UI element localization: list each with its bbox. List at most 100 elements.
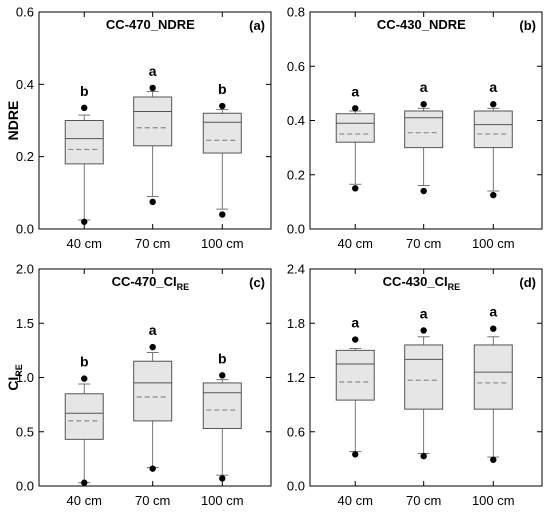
iqr-box xyxy=(404,110,444,149)
iqr-box xyxy=(202,382,242,429)
outlier-point xyxy=(81,104,88,112)
iqr-box xyxy=(202,112,242,154)
box-70-cm: a xyxy=(404,79,444,195)
x-tick-label: 70 cm xyxy=(406,493,441,508)
outlier-point xyxy=(149,84,156,92)
significance-letter: a xyxy=(351,315,359,331)
y-axis-label-subscript: RE xyxy=(14,364,24,377)
x-tick-label: 100 cm xyxy=(472,236,515,251)
significance-letter: b xyxy=(80,354,89,370)
panel-a: 0.0 0.2 0.4 0.6 b 40 cm a 70 cm b 100 cm CC-470_ND… xyxy=(5,5,272,251)
panel-title-text: CC-430_CI xyxy=(383,274,448,289)
box-100-cm: a xyxy=(473,79,513,199)
outlier-point xyxy=(219,372,226,379)
y-tick-label: 0.0 xyxy=(287,222,305,237)
panel-title-subscript: RE xyxy=(177,282,190,292)
panel-letter: (a) xyxy=(249,18,265,33)
significance-letter: a xyxy=(420,305,428,321)
significance-letter: b xyxy=(80,83,89,99)
box-100-cm: a xyxy=(473,304,513,463)
plot-frame xyxy=(38,11,272,230)
outlier-point xyxy=(81,218,88,225)
y-tick-label: 0.0 xyxy=(16,479,34,494)
significance-letter: b xyxy=(218,350,227,366)
significance-letter: a xyxy=(489,79,497,95)
x-tick-label: 70 cm xyxy=(406,236,441,251)
panel-title: CC-430_CIRE xyxy=(383,274,461,292)
outlier-point xyxy=(219,102,226,110)
box-100-cm: b xyxy=(202,81,242,218)
y-tick-label: 0.5 xyxy=(16,424,34,439)
y-tick-label: 2.0 xyxy=(16,262,34,277)
panel-title: CC-470_CIRE xyxy=(112,274,190,292)
panel-letter: (b) xyxy=(519,18,536,33)
box-70-cm: a xyxy=(133,322,173,472)
significance-letter: a xyxy=(351,83,359,99)
significance-letter: b xyxy=(218,81,227,97)
significance-letter: a xyxy=(149,63,157,79)
iqr-box xyxy=(64,120,104,165)
outlier-point xyxy=(490,101,497,108)
panel-title: CC-430_NDRE xyxy=(377,17,466,32)
box-40-cm: b xyxy=(64,354,104,486)
outlier-point xyxy=(352,105,359,112)
x-tick-label: 100 cm xyxy=(201,236,244,251)
outlier-point xyxy=(420,101,427,108)
x-tick-label: 70 cm xyxy=(135,236,170,251)
outlier-point xyxy=(420,187,427,195)
y-axis-label-text: CI xyxy=(5,377,21,391)
outlier-point xyxy=(219,475,226,482)
iqr-box xyxy=(335,349,375,401)
iqr-box xyxy=(133,96,173,147)
outlier-point xyxy=(352,185,359,192)
box-70-cm: a xyxy=(133,63,173,206)
panel-d: 0.0 0.6 1.2 1.8 2.4 a 40 cm a 70 cm a 100 cm CC-430… xyxy=(287,262,543,508)
x-tick-label: 40 cm xyxy=(338,493,373,508)
panel-title-text: CC-430_NDRE xyxy=(377,17,466,32)
x-tick-label: 40 cm xyxy=(67,493,102,508)
iqr-box xyxy=(335,113,375,143)
y-tick-label: 1.8 xyxy=(287,316,305,331)
outlier-point xyxy=(420,327,427,334)
box-100-cm: b xyxy=(202,350,242,482)
outlier-point xyxy=(149,343,156,351)
panel-b: 0.0 0.2 0.4 0.6 0.8 a 40 cm a 70 cm a 100 cm CC-430… xyxy=(287,5,543,251)
x-tick-label: 40 cm xyxy=(67,236,102,251)
y-tick-label: 0.0 xyxy=(287,479,305,494)
y-axis-label: CIRE xyxy=(5,364,24,391)
significance-letter: a xyxy=(489,304,497,320)
outlier-point xyxy=(81,375,88,382)
panel-title-subscript: RE xyxy=(448,282,461,292)
box-40-cm: a xyxy=(335,83,375,192)
panel-letter: (d) xyxy=(519,275,536,290)
outlier-point xyxy=(219,211,226,218)
y-tick-label: 0.4 xyxy=(16,77,34,92)
panel-letter: (c) xyxy=(249,275,265,290)
panel-title: CC-470_NDRE xyxy=(106,17,195,32)
y-tick-label: 0.4 xyxy=(287,113,305,128)
outlier-point xyxy=(149,198,156,206)
y-tick-label: 0.0 xyxy=(16,222,34,237)
y-tick-label: 0.2 xyxy=(287,167,305,182)
outlier-point xyxy=(490,456,497,463)
iqr-box xyxy=(473,110,513,149)
box-70-cm: a xyxy=(404,305,444,460)
outlier-point xyxy=(420,452,427,460)
significance-letter: a xyxy=(149,322,157,338)
panel-title-text: CC-470_NDRE xyxy=(106,17,195,32)
x-tick-label: 40 cm xyxy=(338,236,373,251)
x-tick-label: 70 cm xyxy=(135,493,170,508)
panel-c: 0.0 0.5 1.0 1.5 2.0 b 40 cm a 70 cm b 100 cm CC-470… xyxy=(5,262,272,508)
iqr-box xyxy=(133,360,173,422)
iqr-box xyxy=(404,344,444,410)
y-axis-label: NDRE xyxy=(5,101,21,141)
y-tick-label: 1.5 xyxy=(16,316,34,331)
outlier-point xyxy=(352,451,359,458)
iqr-box xyxy=(473,344,513,410)
y-tick-label: 0.6 xyxy=(287,424,305,439)
y-tick-label: 0.6 xyxy=(16,5,34,20)
y-tick-label: 0.2 xyxy=(16,149,34,164)
outlier-point xyxy=(149,465,156,472)
box-40-cm: a xyxy=(335,315,375,458)
